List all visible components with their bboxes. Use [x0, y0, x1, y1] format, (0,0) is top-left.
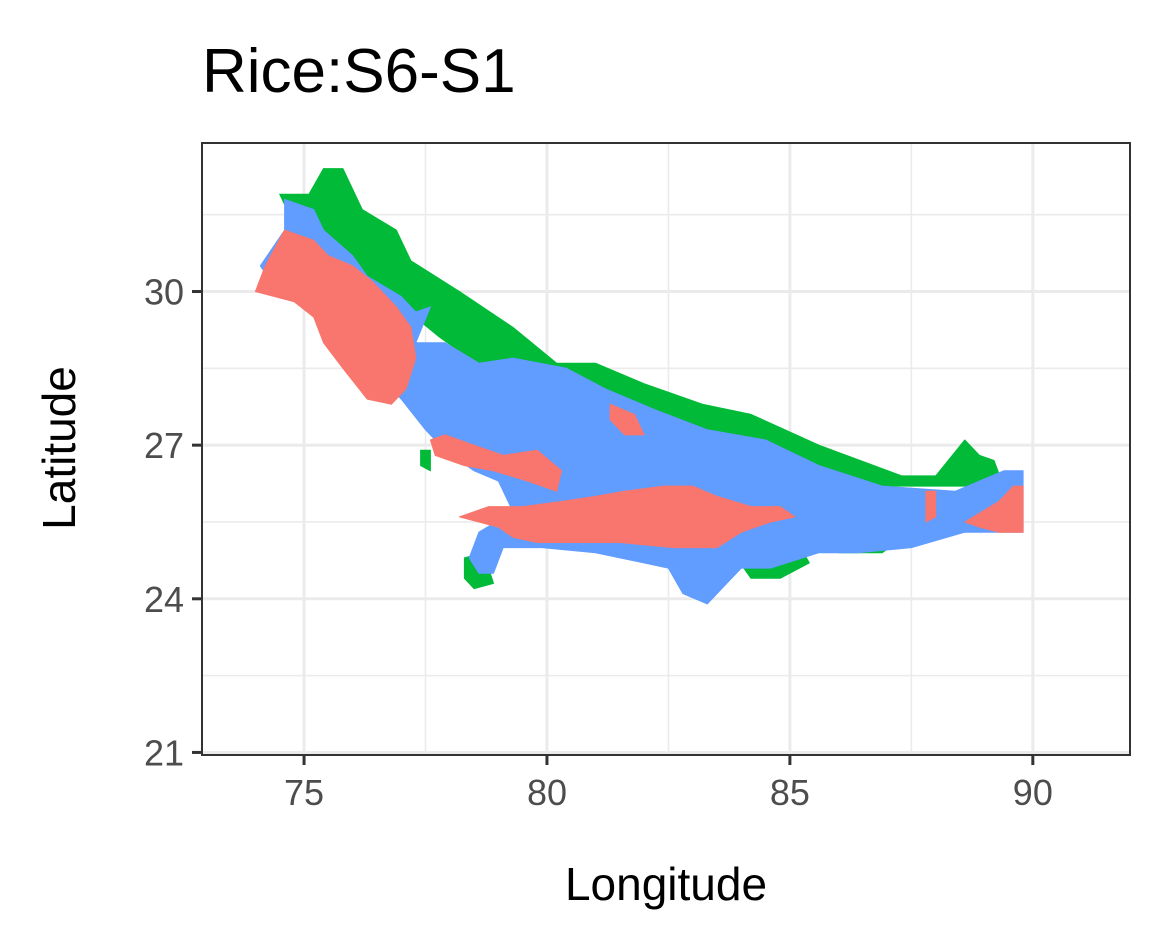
map-region-category_1	[925, 490, 937, 523]
map-region-category_1	[609, 403, 645, 436]
panel-border	[201, 142, 1131, 756]
y-tick-label: 24	[144, 579, 184, 620]
y-tick-label: 30	[144, 272, 184, 313]
x-axis-title: Longitude	[565, 858, 767, 910]
axis-ticks: 75 80 85 90 21 24 27 30	[144, 272, 1053, 813]
map-region-category_1	[459, 485, 796, 549]
y-axis-title: Latitude	[33, 366, 85, 530]
x-tick-label: 90	[1013, 772, 1053, 813]
y-tick-label: 21	[144, 732, 184, 773]
x-tick-label: 75	[284, 772, 324, 813]
x-tick-label: 80	[527, 772, 567, 813]
x-tick-label: 85	[770, 772, 810, 813]
map-region-category_2	[420, 449, 431, 472]
chart-title: Rice:S6-S1	[202, 37, 516, 106]
map-region-category_1	[964, 485, 1024, 533]
map-region-category_1	[429, 434, 562, 492]
map-regions	[254, 168, 1024, 605]
y-tick-label: 27	[144, 425, 184, 466]
map-region-category_3	[259, 198, 1024, 605]
map-region-category_1	[254, 229, 417, 405]
